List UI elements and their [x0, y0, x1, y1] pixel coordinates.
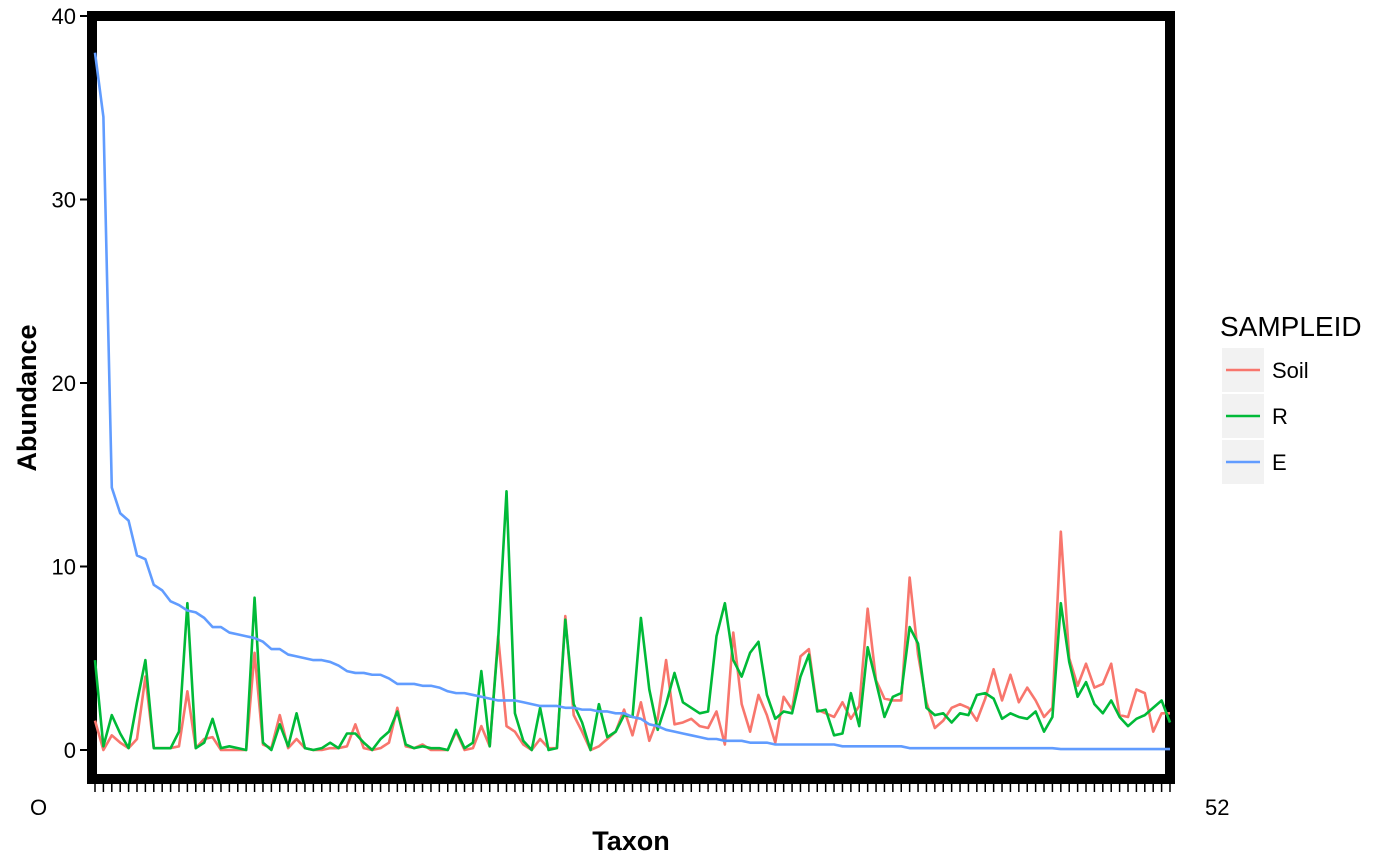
series-line-soil: [93, 530, 1170, 752]
y-tick-label: 30: [52, 188, 76, 213]
y-tick-label: 40: [52, 4, 76, 29]
series-line-e: [93, 52, 1170, 751]
legend-label-r: R: [1272, 404, 1288, 429]
plot-panel: [87, 11, 1175, 784]
y-tick-label: 20: [52, 371, 76, 396]
legend-title: SAMPLEID: [1220, 311, 1362, 342]
legend-label-e: E: [1272, 450, 1287, 475]
y-tick-label: 10: [52, 555, 76, 580]
legend: SAMPLEID Soil RE: [1220, 311, 1362, 484]
y-tick-label: 0: [64, 738, 76, 763]
x-tick-label-first: O: [30, 795, 47, 820]
x-axis: O 52: [30, 784, 1229, 820]
series-layer: [93, 52, 1172, 752]
legend-label-soil: Soil: [1272, 358, 1309, 383]
y-axis-title: Abundance: [12, 324, 42, 471]
y-axis: 0 10 20 30 40: [52, 4, 90, 763]
x-tick-label-last: 52: [1205, 795, 1229, 820]
x-axis-title: Taxon: [592, 826, 670, 856]
